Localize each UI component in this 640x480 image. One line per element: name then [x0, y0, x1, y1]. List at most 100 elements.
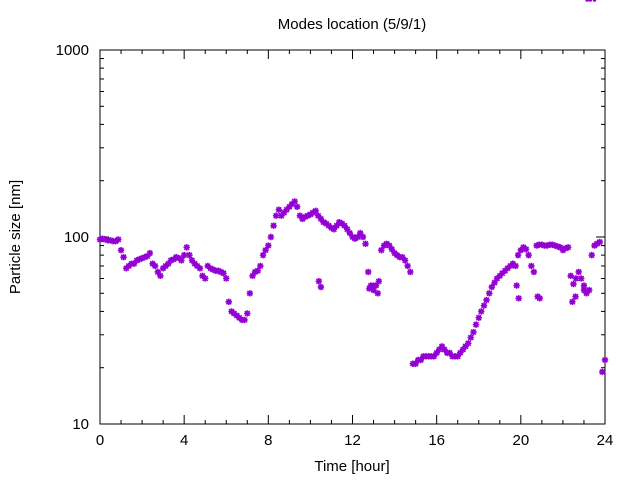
- data-point: [572, 293, 579, 300]
- y-tick-label: 100: [64, 229, 89, 246]
- data-point: [386, 242, 393, 249]
- data-point: [293, 203, 301, 211]
- data-point: [249, 272, 256, 280]
- data-point: [407, 268, 414, 276]
- x-tick-label: 12: [344, 432, 361, 449]
- data-point: [202, 275, 209, 282]
- data-point: [465, 340, 472, 347]
- data-point: [225, 298, 232, 306]
- data-point: [220, 270, 227, 277]
- data-point: [483, 296, 490, 304]
- plot-axes: 0 4 8 12 16 20 24 10 100 1000: [56, 42, 614, 449]
- data-point: [404, 262, 411, 270]
- data-point: [265, 242, 272, 249]
- data-point: [254, 267, 262, 274]
- data-point: [291, 198, 298, 205]
- data-point: [575, 268, 582, 276]
- data-points: [97, 0, 609, 376]
- data-point: [154, 268, 162, 276]
- data-point: [344, 226, 351, 233]
- data-point: [593, 0, 597, 2]
- data-point: [183, 244, 190, 251]
- data-point: [525, 251, 532, 259]
- data-point: [259, 251, 267, 259]
- x-tick-label: 8: [264, 432, 272, 449]
- data-point: [596, 238, 603, 246]
- data-point: [178, 257, 185, 264]
- data-point: [586, 286, 593, 294]
- data-point: [588, 251, 595, 259]
- data-point: [475, 314, 482, 321]
- data-point: [530, 268, 538, 276]
- data-point: [196, 265, 204, 272]
- data-point: [585, 0, 589, 2]
- data-point: [272, 212, 280, 219]
- data-point: [480, 302, 488, 309]
- data-point: [246, 290, 254, 297]
- data-point: [186, 251, 193, 259]
- data-point: [375, 278, 383, 285]
- data-point: [570, 280, 577, 288]
- data-point: [223, 275, 230, 282]
- data-point: [472, 321, 480, 328]
- data-point: [512, 262, 519, 270]
- data-point: [362, 240, 369, 247]
- data-point: [270, 222, 277, 229]
- data-point: [467, 334, 474, 341]
- data-point: [117, 246, 125, 254]
- data-point: [275, 206, 283, 213]
- data-point: [146, 249, 154, 257]
- data-point: [528, 262, 535, 270]
- data-point: [312, 207, 319, 215]
- data-point: [115, 236, 122, 243]
- data-point: [601, 356, 609, 364]
- data-point: [564, 244, 572, 251]
- data-point: [580, 286, 588, 294]
- data-point: [180, 251, 188, 259]
- data-point: [354, 233, 361, 241]
- data-point: [257, 262, 264, 270]
- data-point: [599, 368, 606, 376]
- data-point: [346, 229, 353, 237]
- data-point: [580, 282, 588, 289]
- data-point: [359, 233, 367, 241]
- data-point: [536, 295, 543, 302]
- data-point: [378, 246, 385, 254]
- data-point: [151, 262, 159, 270]
- x-tick-label: 0: [96, 432, 104, 449]
- data-point: [578, 275, 585, 282]
- data-point: [514, 251, 522, 259]
- data-point: [267, 233, 275, 241]
- y-tick-label: 10: [72, 416, 89, 433]
- data-point: [157, 272, 164, 280]
- data-point: [262, 246, 269, 254]
- data-point: [515, 295, 522, 302]
- data-point: [365, 268, 372, 276]
- data-point: [470, 328, 477, 336]
- data-point: [370, 282, 377, 289]
- data-point: [572, 275, 580, 282]
- data-point: [315, 278, 323, 285]
- x-tick-label: 4: [180, 432, 188, 449]
- data-point: [317, 283, 325, 291]
- data-point: [388, 246, 396, 253]
- x-tick-label: 16: [428, 432, 445, 449]
- data-point: [478, 308, 485, 315]
- data-point: [401, 257, 409, 264]
- data-point: [412, 360, 419, 367]
- data-point: [486, 290, 493, 297]
- chart-title: Modes location (5/9/1): [278, 16, 426, 33]
- y-axis-label: Particle size [nm]: [7, 180, 24, 294]
- data-point: [244, 310, 251, 317]
- data-point: [569, 298, 576, 306]
- data-point: [374, 290, 381, 297]
- data-point: [366, 285, 373, 292]
- data-point: [120, 253, 127, 261]
- data-point: [357, 229, 364, 237]
- x-axis-label: Time [hour]: [314, 458, 389, 475]
- data-point: [241, 316, 248, 324]
- data-point: [370, 286, 377, 294]
- x-tick-label: 24: [597, 432, 614, 449]
- data-point: [488, 283, 495, 291]
